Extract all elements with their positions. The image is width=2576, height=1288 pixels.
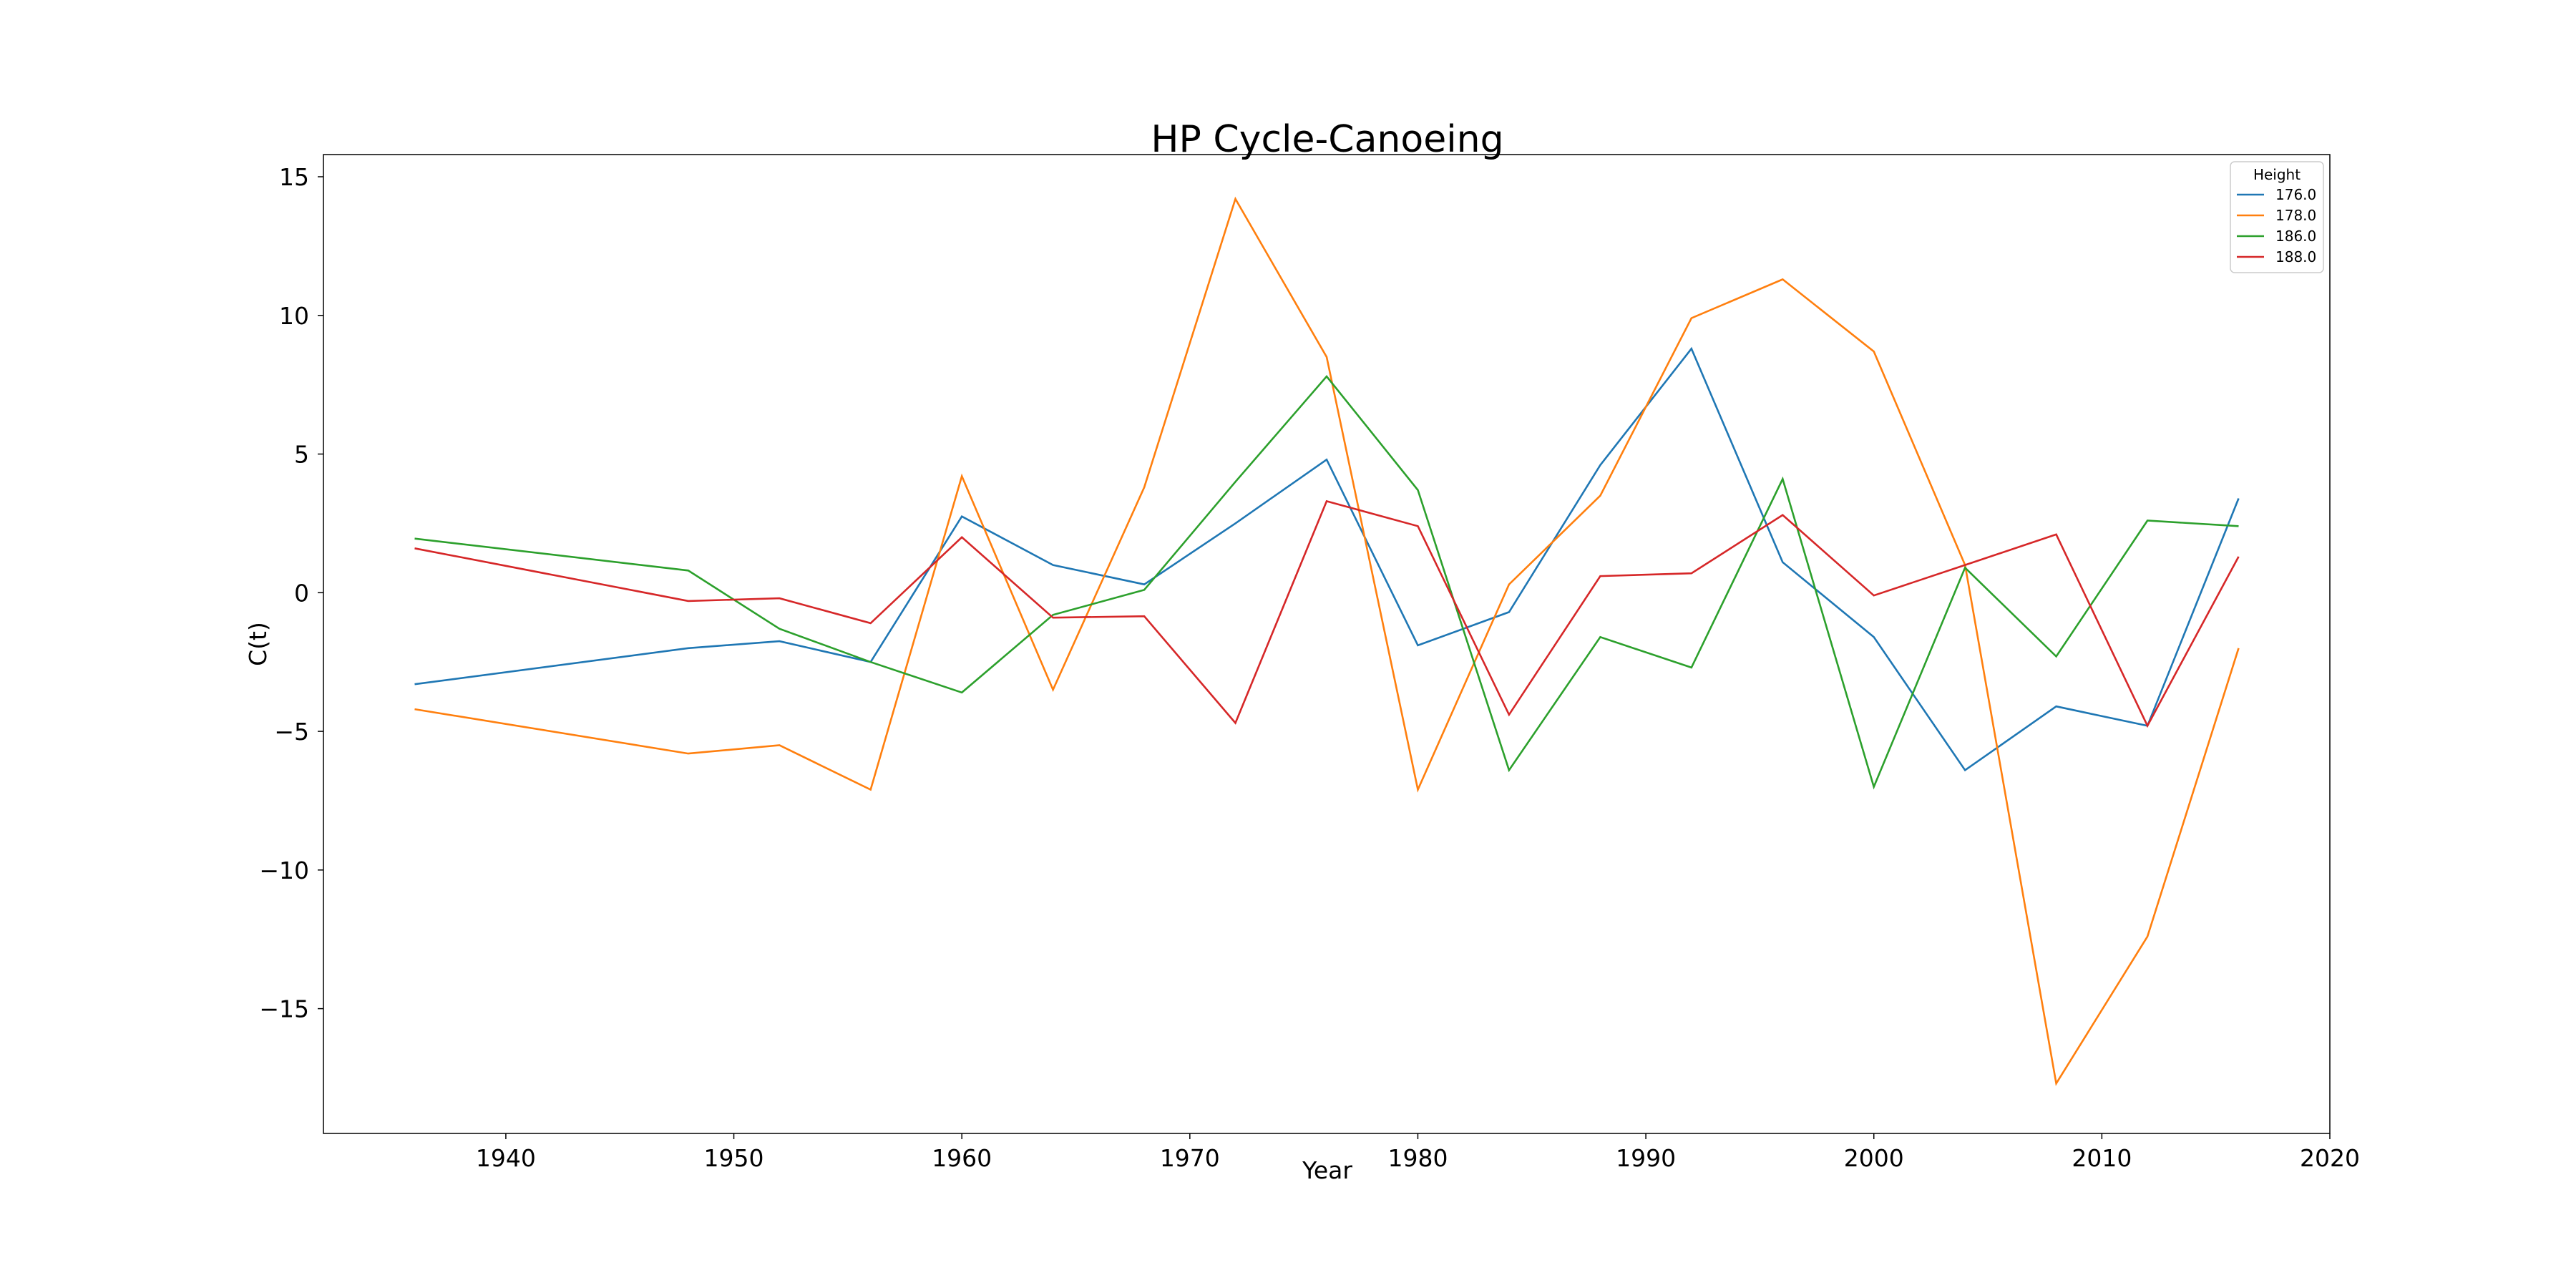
legend-label: 186.0 [2275, 228, 2316, 245]
y-tick-label: 5 [294, 441, 309, 469]
legend-label: 188.0 [2275, 248, 2316, 265]
legend-items: 176.0 178.0 186.0 188.0 [2237, 186, 2316, 265]
x-tick-label: 1970 [1160, 1144, 1220, 1172]
y-tick-label: −5 [274, 718, 309, 746]
y-axis-ticks: −15 −10 −5 0 5 10 15 [259, 163, 323, 1023]
x-tick-label: 1980 [1387, 1144, 1448, 1172]
x-tick-label: 2010 [2072, 1144, 2132, 1172]
x-tick-label: 1940 [476, 1144, 536, 1172]
series-line-186.0 [414, 374, 2239, 790]
legend-title: Height [2253, 166, 2301, 183]
x-tick-label: 2000 [1844, 1144, 1904, 1172]
y-tick-label: −15 [259, 995, 309, 1023]
y-tick-label: 10 [279, 302, 309, 330]
y-axis-label: C(t) [244, 622, 272, 666]
legend-label: 176.0 [2275, 186, 2316, 203]
series-186.0 [414, 374, 2239, 790]
legend: Height 176.0 178.0 186.0 188.0 [2230, 161, 2324, 273]
series-line-188.0 [414, 499, 2240, 728]
x-tick-label: 1960 [932, 1144, 992, 1172]
y-tick-label: 0 [294, 579, 309, 607]
legend-label: 178.0 [2275, 207, 2316, 224]
legend-box [2230, 161, 2324, 273]
series-layer [414, 196, 2240, 1086]
plot-frame [323, 154, 2331, 1134]
x-axis-label: Year [1302, 1156, 1352, 1184]
x-tick-label: 1950 [704, 1144, 764, 1172]
series-188.0 [414, 499, 2240, 728]
y-tick-label: 15 [279, 163, 309, 191]
x-axis-ticks: 1940 1950 1960 1970 1980 1990 2000 2010 2020 [476, 1133, 2360, 1172]
x-tick-label: 2020 [2300, 1144, 2360, 1172]
x-tick-label: 1990 [1616, 1144, 1676, 1172]
chart-title: HP Cycle-Canoeing [1151, 118, 1503, 161]
y-tick-label: −10 [259, 857, 309, 884]
